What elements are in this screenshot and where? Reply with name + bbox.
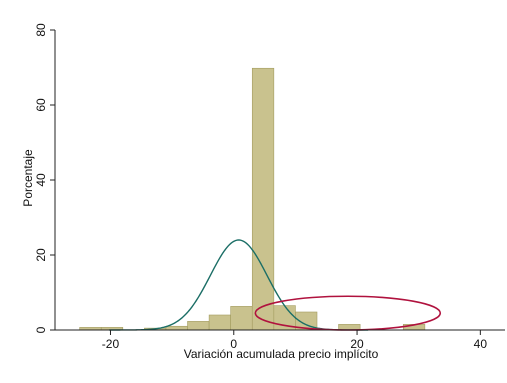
x-axis-label: Variación acumulada precio implícito [184, 347, 379, 361]
y-tick-label: 20 [34, 248, 48, 262]
histogram-bar [230, 306, 253, 331]
x-tick-label: -20 [102, 337, 120, 351]
y-tick-label: 60 [34, 98, 48, 112]
x-ticks: -20 0 20 40 [102, 330, 488, 351]
y-tick-label: 80 [34, 23, 48, 37]
x-tick-label: 40 [474, 337, 488, 351]
axes: -20 0 20 40 0 20 40 60 80 [34, 23, 505, 351]
histogram-bar [187, 321, 210, 331]
y-ticks: 0 20 40 60 80 [34, 23, 55, 333]
y-axis-label: Porcentaje [21, 149, 35, 207]
histogram-bar [208, 314, 231, 331]
y-tick-label: 0 [34, 326, 48, 333]
histogram-bar [165, 325, 188, 331]
y-tick-label: 40 [34, 173, 48, 187]
histogram-bar [251, 67, 275, 331]
x-tick-label: 0 [230, 337, 237, 351]
x-tick-label: 20 [350, 337, 364, 351]
